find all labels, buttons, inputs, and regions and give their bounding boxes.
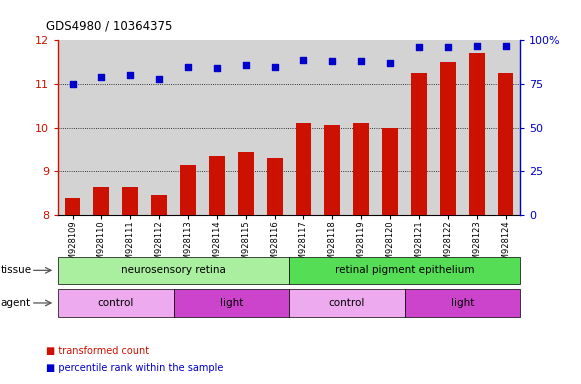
Bar [180, 165, 196, 215]
Text: agent: agent [1, 298, 31, 308]
Bar [209, 156, 225, 215]
Bar [440, 62, 456, 215]
Bar [64, 197, 81, 215]
Text: control: control [329, 298, 365, 308]
Bar [296, 123, 311, 215]
Point [443, 44, 453, 50]
Point [472, 43, 481, 49]
Bar [382, 127, 398, 215]
Text: tissue: tissue [1, 265, 32, 275]
Point [97, 74, 106, 80]
Point [125, 72, 135, 78]
Bar [353, 123, 369, 215]
Bar [123, 187, 138, 215]
Point [184, 63, 193, 70]
Text: GDS4980 / 10364375: GDS4980 / 10364375 [46, 20, 173, 33]
Bar [324, 126, 340, 215]
Text: ■ percentile rank within the sample: ■ percentile rank within the sample [46, 363, 224, 373]
Point [414, 44, 424, 50]
Point [270, 63, 279, 70]
Bar [238, 152, 254, 215]
Point [385, 60, 394, 66]
Bar [411, 73, 427, 215]
Text: light: light [451, 298, 474, 308]
Point [299, 56, 308, 63]
Point [501, 43, 510, 49]
Bar [469, 53, 485, 215]
Point [155, 76, 164, 82]
Point [212, 65, 221, 71]
Point [328, 58, 337, 65]
Point [357, 58, 366, 65]
Text: retinal pigment epithelium: retinal pigment epithelium [335, 265, 474, 275]
Bar [267, 158, 282, 215]
Text: light: light [220, 298, 243, 308]
Bar [94, 187, 109, 215]
Text: neurosensory retina: neurosensory retina [121, 265, 226, 275]
Text: ■ transformed count: ■ transformed count [46, 346, 149, 356]
Point [241, 62, 250, 68]
Point [68, 81, 77, 87]
Text: control: control [98, 298, 134, 308]
Bar [151, 195, 167, 215]
Bar [497, 73, 514, 215]
